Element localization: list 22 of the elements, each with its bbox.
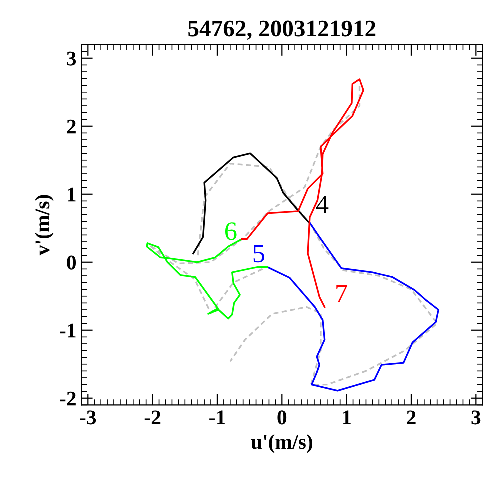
x-tick-label: 1	[343, 410, 351, 424]
y-axis-title: v'(m/s)	[35, 195, 54, 256]
annotation: 7	[336, 285, 348, 303]
y-tick-label: 2	[67, 120, 76, 134]
y-tick-label: -1	[60, 324, 76, 338]
line-series	[241, 78, 364, 308]
y-tick-label: 3	[67, 52, 76, 66]
x-tick-label: -1	[210, 410, 226, 424]
x-tick-label: -3	[80, 410, 96, 425]
y-tick-label: 1	[68, 188, 76, 202]
chart-title: 54762, 2003121912	[188, 20, 376, 40]
y-tick-label: 0	[67, 256, 76, 270]
annotation: 5	[254, 245, 265, 263]
annotation: 4	[316, 196, 329, 214]
x-axis-title: u'(m/s)	[251, 434, 312, 454]
y-tick-label: -2	[60, 392, 76, 406]
annotation: 6	[225, 222, 237, 240]
line-series	[266, 222, 440, 392]
x-tick-label: 3	[472, 410, 481, 425]
x-tick-label: 2	[407, 410, 416, 424]
x-tick-label: -2	[144, 410, 161, 424]
x-tick-label: 0	[278, 410, 287, 425]
